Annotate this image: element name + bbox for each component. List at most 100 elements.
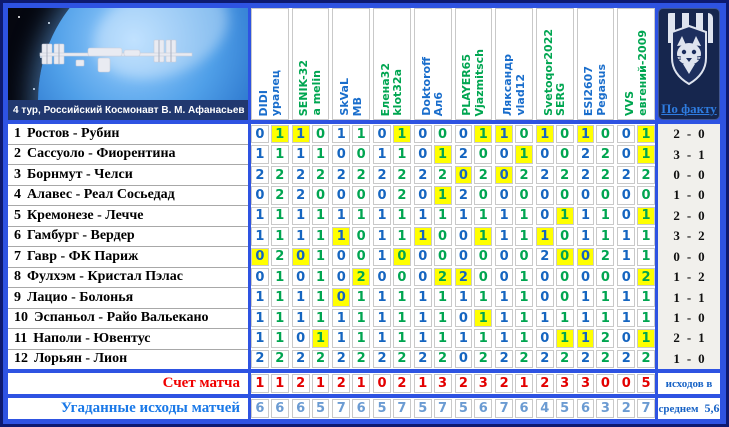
player-name[interactable]: vlad12 [513, 74, 527, 116]
result-dash: - [686, 146, 692, 162]
match-row: 7 Гавр - ФК Париж [8, 247, 248, 268]
score-count-cell: 2 [392, 374, 411, 393]
score-count-cell: 1 [413, 374, 432, 393]
player-name[interactable]: klot32a [391, 69, 405, 116]
prediction-cell: 1 [555, 329, 574, 348]
match-number: 4 [14, 187, 21, 203]
prediction-cell: 1 [311, 227, 330, 246]
prediction-cell: 0 [555, 145, 574, 164]
result-away: 0 [698, 248, 705, 264]
prediction-cell: 1 [515, 267, 533, 287]
player-name[interactable]: Ляксандр [500, 54, 514, 116]
score-count-cell: 1 [251, 374, 269, 393]
result-away: 2 [698, 269, 705, 285]
prediction-cell: 0 [332, 145, 351, 164]
round-banner: 4 тур, Российский Космонавт В. М. Афанас… [8, 8, 248, 120]
player-header-pair: SENIK-32 a melin [291, 8, 330, 120]
player-name[interactable]: PLAYER65 [460, 54, 474, 116]
prediction-cell: 0 [291, 329, 310, 348]
prediction-cell: 1 [332, 308, 351, 328]
prediction-cell: 1 [555, 308, 574, 328]
result-row: 1-0 [658, 349, 720, 369]
player-name[interactable]: уралец [269, 69, 283, 116]
prediction-cell: 1 [392, 145, 411, 164]
prediction-cell: 1 [311, 247, 330, 266]
result-dash: - [686, 330, 692, 346]
prediction-cell: 0 [474, 267, 493, 287]
player-name[interactable]: DIDI [256, 89, 270, 116]
prediction-cell: 1 [474, 329, 493, 348]
avg-outcomes-label: среднем [658, 402, 699, 415]
prediction-cell: 0 [454, 125, 473, 144]
prediction-cell: 1 [392, 329, 411, 348]
player-name[interactable]: VVS [623, 91, 637, 116]
match-number: 3 [14, 166, 21, 182]
player-header-pair: Ляксандр vlad12 [495, 8, 533, 120]
prediction-cell: 1 [270, 125, 289, 144]
player-name[interactable]: МВ [350, 96, 364, 116]
prediction-cell: 1 [515, 308, 533, 328]
prediction-cell: 1 [637, 125, 655, 144]
player-name[interactable]: SERG [554, 83, 568, 116]
prediction-cell: 1 [311, 308, 330, 328]
match-name: Борнмут - Челси [27, 166, 133, 182]
prediction-cell: 0 [413, 125, 432, 144]
prediction-cell: 1 [352, 308, 371, 328]
result-away: 0 [698, 207, 705, 223]
prediction-cell: 1 [454, 206, 473, 226]
player-name[interactable]: SENIK-32 [297, 59, 311, 116]
prediction-cell: 0 [495, 186, 514, 205]
fact-column-label[interactable]: По факту [661, 101, 717, 116]
player-name[interactable]: Елена32 [378, 62, 392, 116]
match-number: 2 [14, 146, 21, 162]
prediction-cell: 1 [332, 329, 351, 348]
prediction-cell: 1 [454, 288, 473, 307]
player-name[interactable]: Vjazmitsch [472, 48, 486, 117]
player-name[interactable]: SkVaL [338, 78, 352, 116]
match-row: 11 Наполи - Ювентус [8, 329, 248, 350]
prediction-cell: 1 [251, 308, 269, 328]
player-name[interactable]: ESI2607 [582, 65, 596, 116]
match-name: Лацио - Болонья [27, 289, 134, 305]
prediction-cell: 1 [596, 288, 615, 307]
prediction-cell: 1 [270, 227, 289, 246]
score-count-cell: 3 [433, 374, 452, 393]
player-name[interactable]: Svetoqor2022 [541, 29, 555, 116]
prediction-cell: 1 [474, 308, 493, 328]
prediction-cell: 2 [637, 349, 655, 369]
avg-outcomes-value: 5,6 [704, 401, 720, 415]
outcomes-count-cell: 5 [311, 399, 330, 418]
player-name[interactable]: Doktoroff [419, 57, 433, 116]
outcomes-count-cell: 6 [474, 399, 493, 418]
player-name[interactable]: a melin [310, 70, 324, 116]
round-caption: 4 тур, Российский Космонавт В. М. Афанас… [8, 100, 248, 120]
prediction-cell: 1 [373, 308, 391, 328]
result-row: 2-0 [658, 206, 720, 226]
prediction-cell: 0 [596, 186, 615, 205]
prediction-cell: 0 [352, 145, 371, 164]
player-name[interactable]: евгений-2009 [635, 30, 649, 116]
player-name[interactable]: Ал6 [432, 91, 446, 116]
prediction-table: 4 тур, Российский Космонавт В. М. Афанас… [8, 8, 721, 419]
prediction-cell: 0 [352, 186, 371, 205]
player-name[interactable]: Pegasus [594, 64, 608, 116]
club-logo-panel: По факту [658, 8, 720, 120]
